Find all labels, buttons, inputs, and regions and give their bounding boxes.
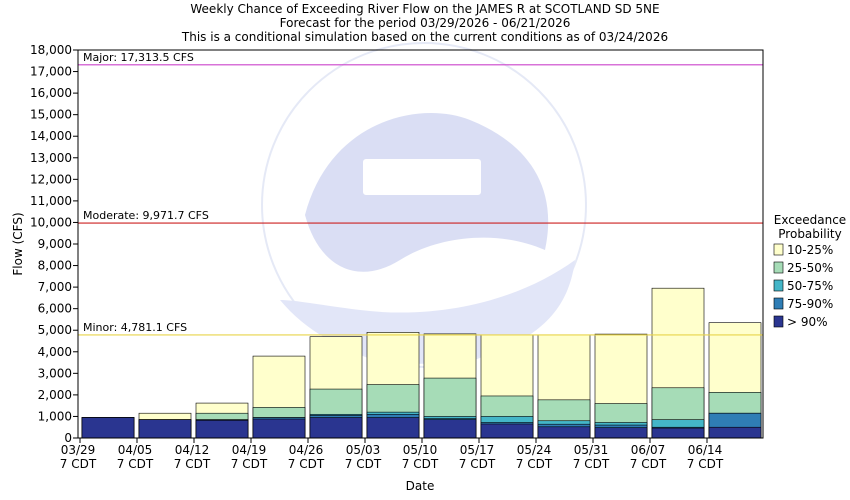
- legend-label: 75-90%: [787, 297, 833, 311]
- y-tick-label: 1,000: [38, 409, 72, 423]
- y-tick-label: 6,000: [38, 302, 72, 316]
- y-tick-label: 4,000: [38, 345, 72, 359]
- x-tick-label-time: 7 CDT: [402, 457, 439, 471]
- x-tick-label-date: 05/24: [517, 443, 552, 457]
- noaa-watermark-logo: [261, 42, 587, 368]
- bars-layer: [81, 287, 762, 439]
- x-tick-label-time: 7 CDT: [288, 457, 325, 471]
- x-tick-label-time: 7 CDT: [174, 457, 211, 471]
- chart-subtitle-period: Forecast for the period 03/29/2026 - 06/…: [280, 16, 571, 30]
- y-tick-label: 12,000: [30, 172, 72, 186]
- reference-lines-layer: Major: 17,313.5 CFS Moderate: 9,971.7 CFS…: [78, 51, 763, 336]
- bar-90-05-10: [423, 419, 477, 439]
- chart-subtitle-conditions: This is a conditional simulation based o…: [181, 30, 668, 44]
- x-tick-label-time: 7 CDT: [516, 457, 553, 471]
- x-tick-label-date: 05/17: [460, 443, 495, 457]
- y-tick-label: 8,000: [38, 259, 72, 273]
- legend-label: > 90%: [787, 315, 828, 329]
- bar-90-05-31: [594, 427, 648, 439]
- minor-flood-label: Minor: 4,781.1 CFS: [83, 321, 187, 334]
- x-tick-label-time: 7 CDT: [345, 457, 382, 471]
- y-tick-label: 11,000: [30, 194, 72, 208]
- x-tick-label-time: 7 CDT: [231, 457, 268, 471]
- y-tick-label: 5,000: [38, 323, 72, 337]
- x-tick-label-date: 04/12: [175, 443, 210, 457]
- moderate-flood-label: Moderate: 9,971.7 CFS: [83, 209, 209, 222]
- y-tick-label: 10,000: [30, 215, 72, 229]
- legend-title-line2: Probability: [778, 227, 841, 241]
- legend-swatch: [773, 279, 784, 292]
- bar-90-04-12: [195, 420, 249, 439]
- x-axis-label: Date: [406, 479, 435, 493]
- chart-title: Weekly Chance of Exceeding River Flow on…: [190, 2, 659, 16]
- legend-label: 10-25%: [787, 243, 833, 257]
- bar-90-03-29: [81, 417, 135, 439]
- y-tick-label: 13,000: [30, 151, 72, 165]
- bar-90-04-26: [309, 417, 363, 439]
- x-tick-label-date: 06/14: [688, 443, 723, 457]
- bar-90-04-19: [252, 418, 306, 439]
- bar-90-06-14: [708, 426, 762, 439]
- legend-swatch: [773, 261, 784, 274]
- x-tick-label-time: 7 CDT: [459, 457, 496, 471]
- y-tick-label: 18,000: [30, 43, 72, 57]
- x-tick-label-time: 7 CDT: [117, 457, 154, 471]
- x-tick-label-date: 04/19: [232, 443, 267, 457]
- x-tick-label-time: 7 CDT: [60, 457, 97, 471]
- legend-swatch: [773, 315, 784, 328]
- y-tick-label: 17,000: [30, 65, 72, 79]
- x-tick-label-time: 7 CDT: [630, 457, 667, 471]
- y-axis-label: Flow (CFS): [11, 212, 25, 275]
- major-flood-label: Major: 17,313.5 CFS: [83, 51, 194, 64]
- bar-90-04-05: [138, 419, 192, 439]
- x-tick-label-date: 05/03: [346, 443, 381, 457]
- y-tick-label: 7,000: [38, 280, 72, 294]
- legend-swatch: [773, 243, 784, 256]
- x-tick-label-date: 03/29: [61, 443, 96, 457]
- bar-90-05-17: [480, 423, 534, 439]
- legend-label: 25-50%: [787, 261, 833, 275]
- y-tick-label: 14,000: [30, 129, 72, 143]
- x-tick-label-time: 7 CDT: [573, 457, 610, 471]
- x-tick-label-date: 05/10: [403, 443, 438, 457]
- y-tick-label: 3,000: [38, 366, 72, 380]
- legend-label: 50-75%: [787, 279, 833, 293]
- legend-items: 10-25% 25-50% 50-75% 75-90% > 90%: [773, 243, 833, 329]
- y-tick-label: 16,000: [30, 86, 72, 100]
- y-tick-label: 9,000: [38, 237, 72, 251]
- bar-90-05-03: [366, 417, 420, 439]
- x-tick-label-date: 04/26: [289, 443, 324, 457]
- y-ticks-layer: 0 1,000 2,000 3,000 4,000 5,000 6,000 7,000 8,00…: [30, 43, 78, 445]
- bar-90-06-07: [651, 427, 705, 439]
- legend-title-line1: Exceedance: [774, 213, 846, 227]
- legend-swatch: [773, 297, 784, 310]
- y-tick-label: 15,000: [30, 108, 72, 122]
- x-tick-label-date: 04/05: [118, 443, 153, 457]
- x-tick-label-date: 05/31: [574, 443, 609, 457]
- y-tick-label: 2,000: [38, 388, 72, 402]
- legend: Exceedance Probability 10-25% 25-50% 50-75…: [773, 213, 846, 329]
- y-tick-label: 0: [64, 431, 72, 445]
- x-tick-label-date: 06/07: [631, 443, 666, 457]
- bar-90-05-24: [537, 426, 591, 439]
- x-tick-label-time: 7 CDT: [687, 457, 724, 471]
